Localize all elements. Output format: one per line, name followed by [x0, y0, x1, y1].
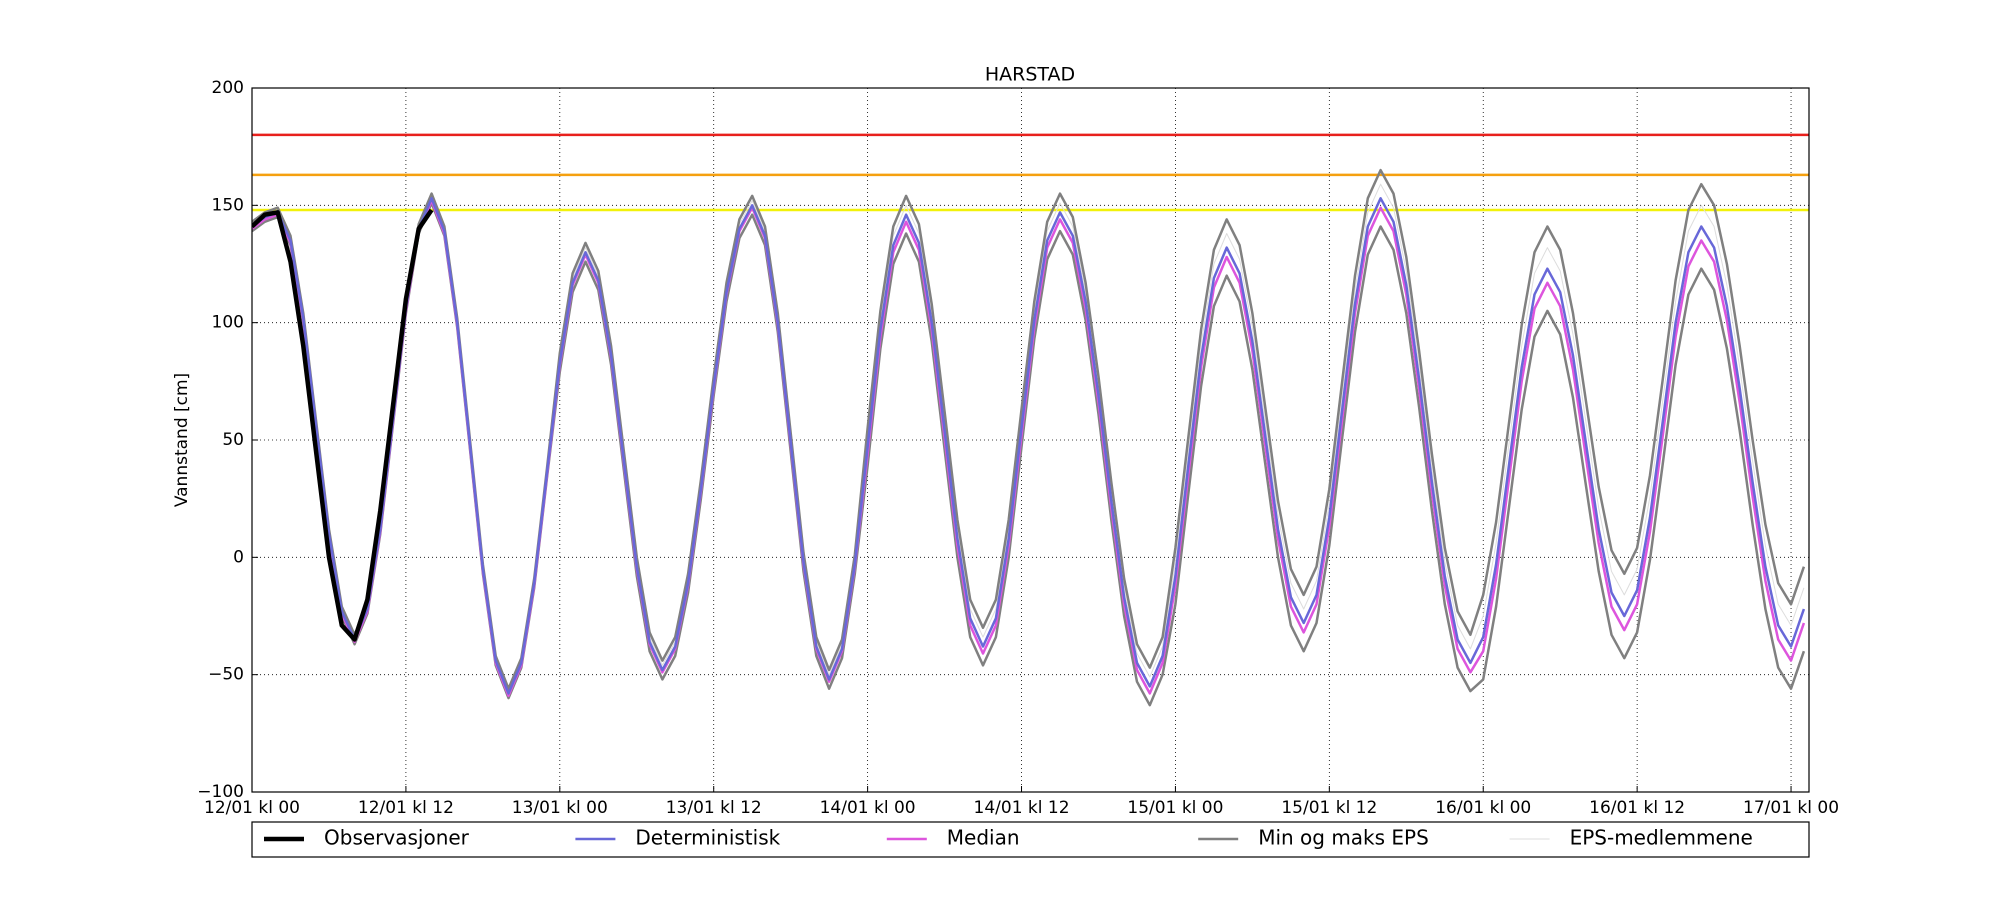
x-tick-label: 16/01 kl 00 — [1435, 798, 1531, 818]
x-tick-label: 13/01 kl 00 — [512, 798, 608, 818]
series-line — [252, 197, 1806, 695]
series-line — [252, 168, 1806, 690]
plot-frame — [251, 87, 1810, 793]
series-line — [252, 208, 434, 642]
series-line — [252, 201, 1806, 707]
series-line — [252, 199, 1806, 698]
y-tick-label: 50 — [222, 430, 244, 450]
y-tick-label: 100 — [212, 313, 244, 333]
x-tick-label: 16/01 kl 12 — [1589, 798, 1685, 818]
x-tick-label: 14/01 kl 00 — [820, 798, 916, 818]
x-tick-label: 15/01 kl 12 — [1281, 798, 1377, 818]
legend-label: Min og maks EPS — [1258, 826, 1429, 850]
legend-label: Deterministisk — [635, 826, 780, 850]
series-line — [252, 183, 1805, 692]
x-tick-label: 12/01 kl 00 — [204, 798, 300, 818]
y-tick-label: −50 — [208, 665, 244, 685]
x-tick-label: 14/01 kl 12 — [974, 798, 1070, 818]
legend-label: Observasjoner — [324, 826, 470, 850]
x-tick-label: 15/01 kl 00 — [1127, 798, 1223, 818]
y-tick-label: −100 — [197, 782, 244, 802]
x-tick-label: 12/01 kl 12 — [358, 798, 454, 818]
y-tick-label: 0 — [233, 547, 244, 567]
y-tick-label: 200 — [212, 78, 244, 98]
y-tick-label: 150 — [212, 195, 244, 215]
legend-label: EPS-medlemmene — [1570, 826, 1753, 850]
x-tick-label: 17/01 kl 00 — [1743, 798, 1839, 818]
legend-label: Median — [947, 826, 1020, 850]
y-axis-label: Vannstand [cm] — [172, 373, 192, 507]
x-tick-label: 13/01 kl 12 — [666, 798, 762, 818]
chart-title: HARSTAD — [985, 64, 1075, 86]
